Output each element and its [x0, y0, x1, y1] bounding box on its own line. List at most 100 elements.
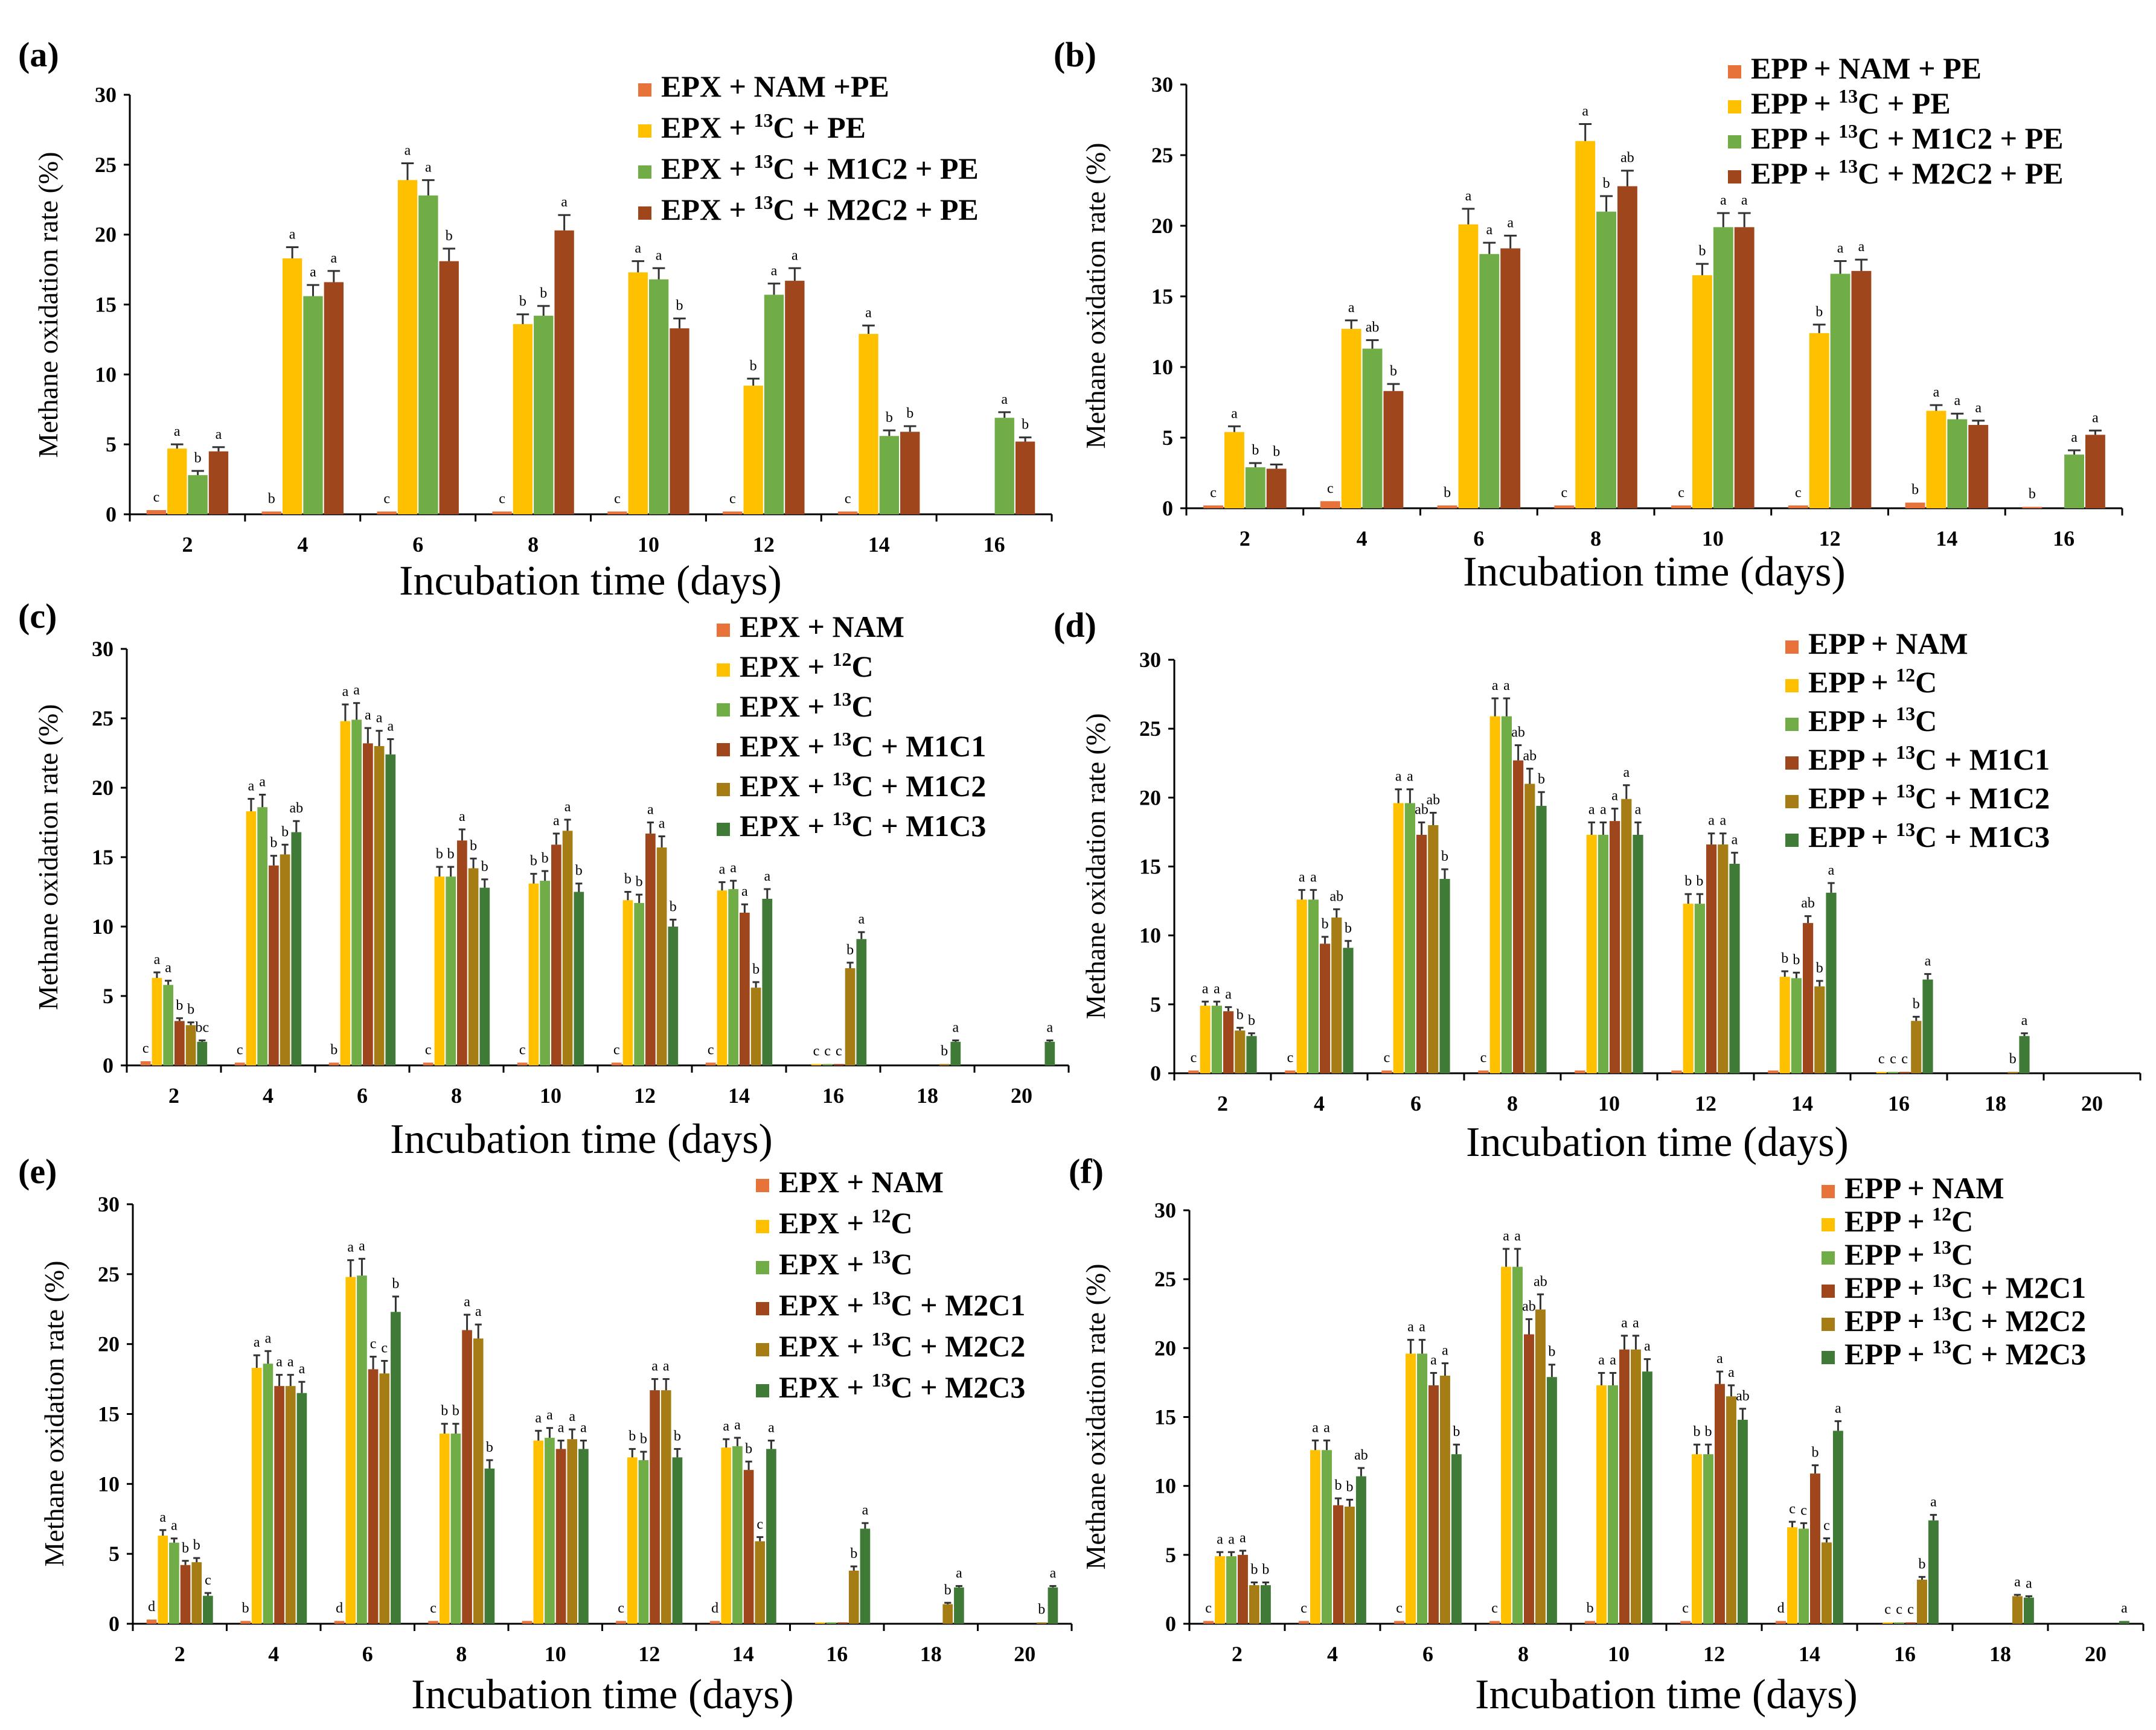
legend-text-part: EPP +: [1844, 1204, 1932, 1238]
significance-letter: a: [1514, 1228, 1521, 1244]
legend-text-part: C: [1951, 1237, 1973, 1271]
bar: [837, 1622, 848, 1624]
significance-letter: a: [310, 264, 316, 280]
legend-text-part: EPX +: [779, 1370, 872, 1404]
legend-text-part: EPP +: [1808, 820, 1896, 854]
bar: [950, 1041, 961, 1065]
x-tick-label: 12: [1819, 526, 1841, 551]
significance-letter: a: [1644, 1339, 1651, 1355]
bar: [1726, 1396, 1736, 1624]
y-tick-label: 15: [98, 1402, 120, 1426]
bar: [450, 1433, 461, 1624]
legend-superscript: 13: [1896, 741, 1915, 763]
significance-letter: a: [1975, 400, 1982, 416]
significance-letter: a: [558, 1420, 565, 1436]
significance-letter: ab: [1415, 802, 1428, 817]
significance-letter: b: [281, 824, 289, 840]
legend-text-part: C + M1C1: [852, 729, 987, 763]
bar: [334, 1621, 345, 1624]
significance-letter: c: [425, 1042, 432, 1058]
significance-letter: ab: [1534, 1274, 1547, 1289]
significance-letter: ab: [1522, 1298, 1536, 1314]
significance-letter: a: [865, 305, 872, 321]
legend-swatch: [638, 165, 651, 179]
significance-letter: c: [205, 1572, 211, 1588]
legend-text-part: C + M1C3: [852, 809, 987, 843]
bar: [1285, 1070, 1296, 1073]
legend-superscript: 13: [1896, 780, 1915, 802]
bar: [1830, 273, 1851, 508]
legend-swatch: [1728, 135, 1741, 148]
y-tick-label: 30: [95, 83, 117, 107]
y-axis-title: Methane oxidation rate (%): [1080, 713, 1111, 1019]
significance-letter: a: [565, 799, 571, 815]
bar: [1394, 1621, 1405, 1624]
legend-text-part: EPP +: [1808, 704, 1896, 738]
legend-entry: EPP + 13C + M1C2: [1808, 780, 2050, 815]
bar: [1633, 834, 1643, 1073]
significance-letter: c: [499, 491, 505, 506]
significance-letter: c: [1210, 485, 1217, 500]
significance-letter: a: [1503, 678, 1510, 694]
significance-letter: a: [2014, 1574, 2021, 1590]
panel-label: (e): [18, 1152, 57, 1191]
y-tick-label: 0: [1150, 1061, 1161, 1085]
x-tick-label: 18: [920, 1642, 942, 1666]
bar: [261, 511, 281, 514]
legend-text-part: EPX +: [740, 809, 833, 843]
legend-superscript: 13: [1896, 703, 1915, 724]
bar: [1322, 1450, 1332, 1624]
legend-entry: EPX + 13C: [779, 1246, 913, 1281]
significance-letter: c: [1789, 1501, 1796, 1517]
significance-letter: a: [289, 227, 296, 243]
legend-swatch: [1822, 1285, 1835, 1298]
significance-letter: a: [425, 159, 432, 175]
bar: [208, 451, 229, 514]
significance-letter: b: [1548, 1344, 1555, 1360]
bar: [1428, 1385, 1439, 1624]
legend-swatch: [717, 703, 730, 717]
y-axis-title: Methane oxidation rate (%): [33, 152, 63, 458]
bar: [1926, 410, 1946, 508]
significance-letter: b: [752, 962, 760, 977]
significance-letter: b: [1911, 482, 1919, 498]
bar: [1810, 1473, 1820, 1624]
y-tick-label: 10: [1151, 355, 1173, 379]
significance-letter: a: [248, 778, 255, 794]
legend-entry: EPP + NAM: [1844, 1171, 2004, 1205]
legend-text-part: EPX +: [779, 1329, 872, 1363]
legend-entry: EPX + 13C + PE: [661, 109, 866, 144]
significance-letter: b: [1698, 243, 1706, 259]
legend-entry: EPX + 13C + M2C2 + PE: [661, 191, 979, 226]
bar: [1799, 1528, 1809, 1624]
legend-text-part: C + M1C2: [852, 769, 987, 803]
significance-letter: a: [723, 1419, 729, 1434]
bar: [1768, 1070, 1779, 1073]
legend-swatch: [1728, 170, 1741, 184]
significance-letter: a: [165, 960, 171, 976]
bar: [1437, 505, 1457, 508]
significance-letter: c: [370, 1336, 377, 1352]
x-tick-label: 6: [1422, 1642, 1433, 1666]
legend-text-part: C + PE: [773, 110, 866, 144]
significance-letter: c: [519, 1042, 526, 1058]
significance-letter: bc: [195, 1020, 209, 1036]
legend-swatch: [638, 83, 651, 97]
significance-letter: b: [1587, 1600, 1594, 1616]
significance-letter: a: [1828, 863, 1835, 878]
bar: [1489, 716, 1500, 1073]
significance-letter: a: [719, 861, 726, 877]
bar: [814, 1622, 825, 1624]
significance-letter: a: [259, 774, 266, 790]
significance-letter: a: [171, 1518, 178, 1534]
significance-letter: a: [764, 869, 770, 884]
bar: [545, 1437, 555, 1624]
bar: [1362, 348, 1383, 508]
legend-text-part: EPP +: [1751, 86, 1838, 120]
significance-letter: b: [1038, 1602, 1045, 1618]
legend-text-part: EPP + NAM + PE: [1751, 51, 1982, 85]
bar: [492, 511, 512, 514]
bar: [1883, 1622, 1893, 1624]
significance-letter: c: [430, 1600, 437, 1616]
significance-letter: a: [659, 816, 665, 832]
